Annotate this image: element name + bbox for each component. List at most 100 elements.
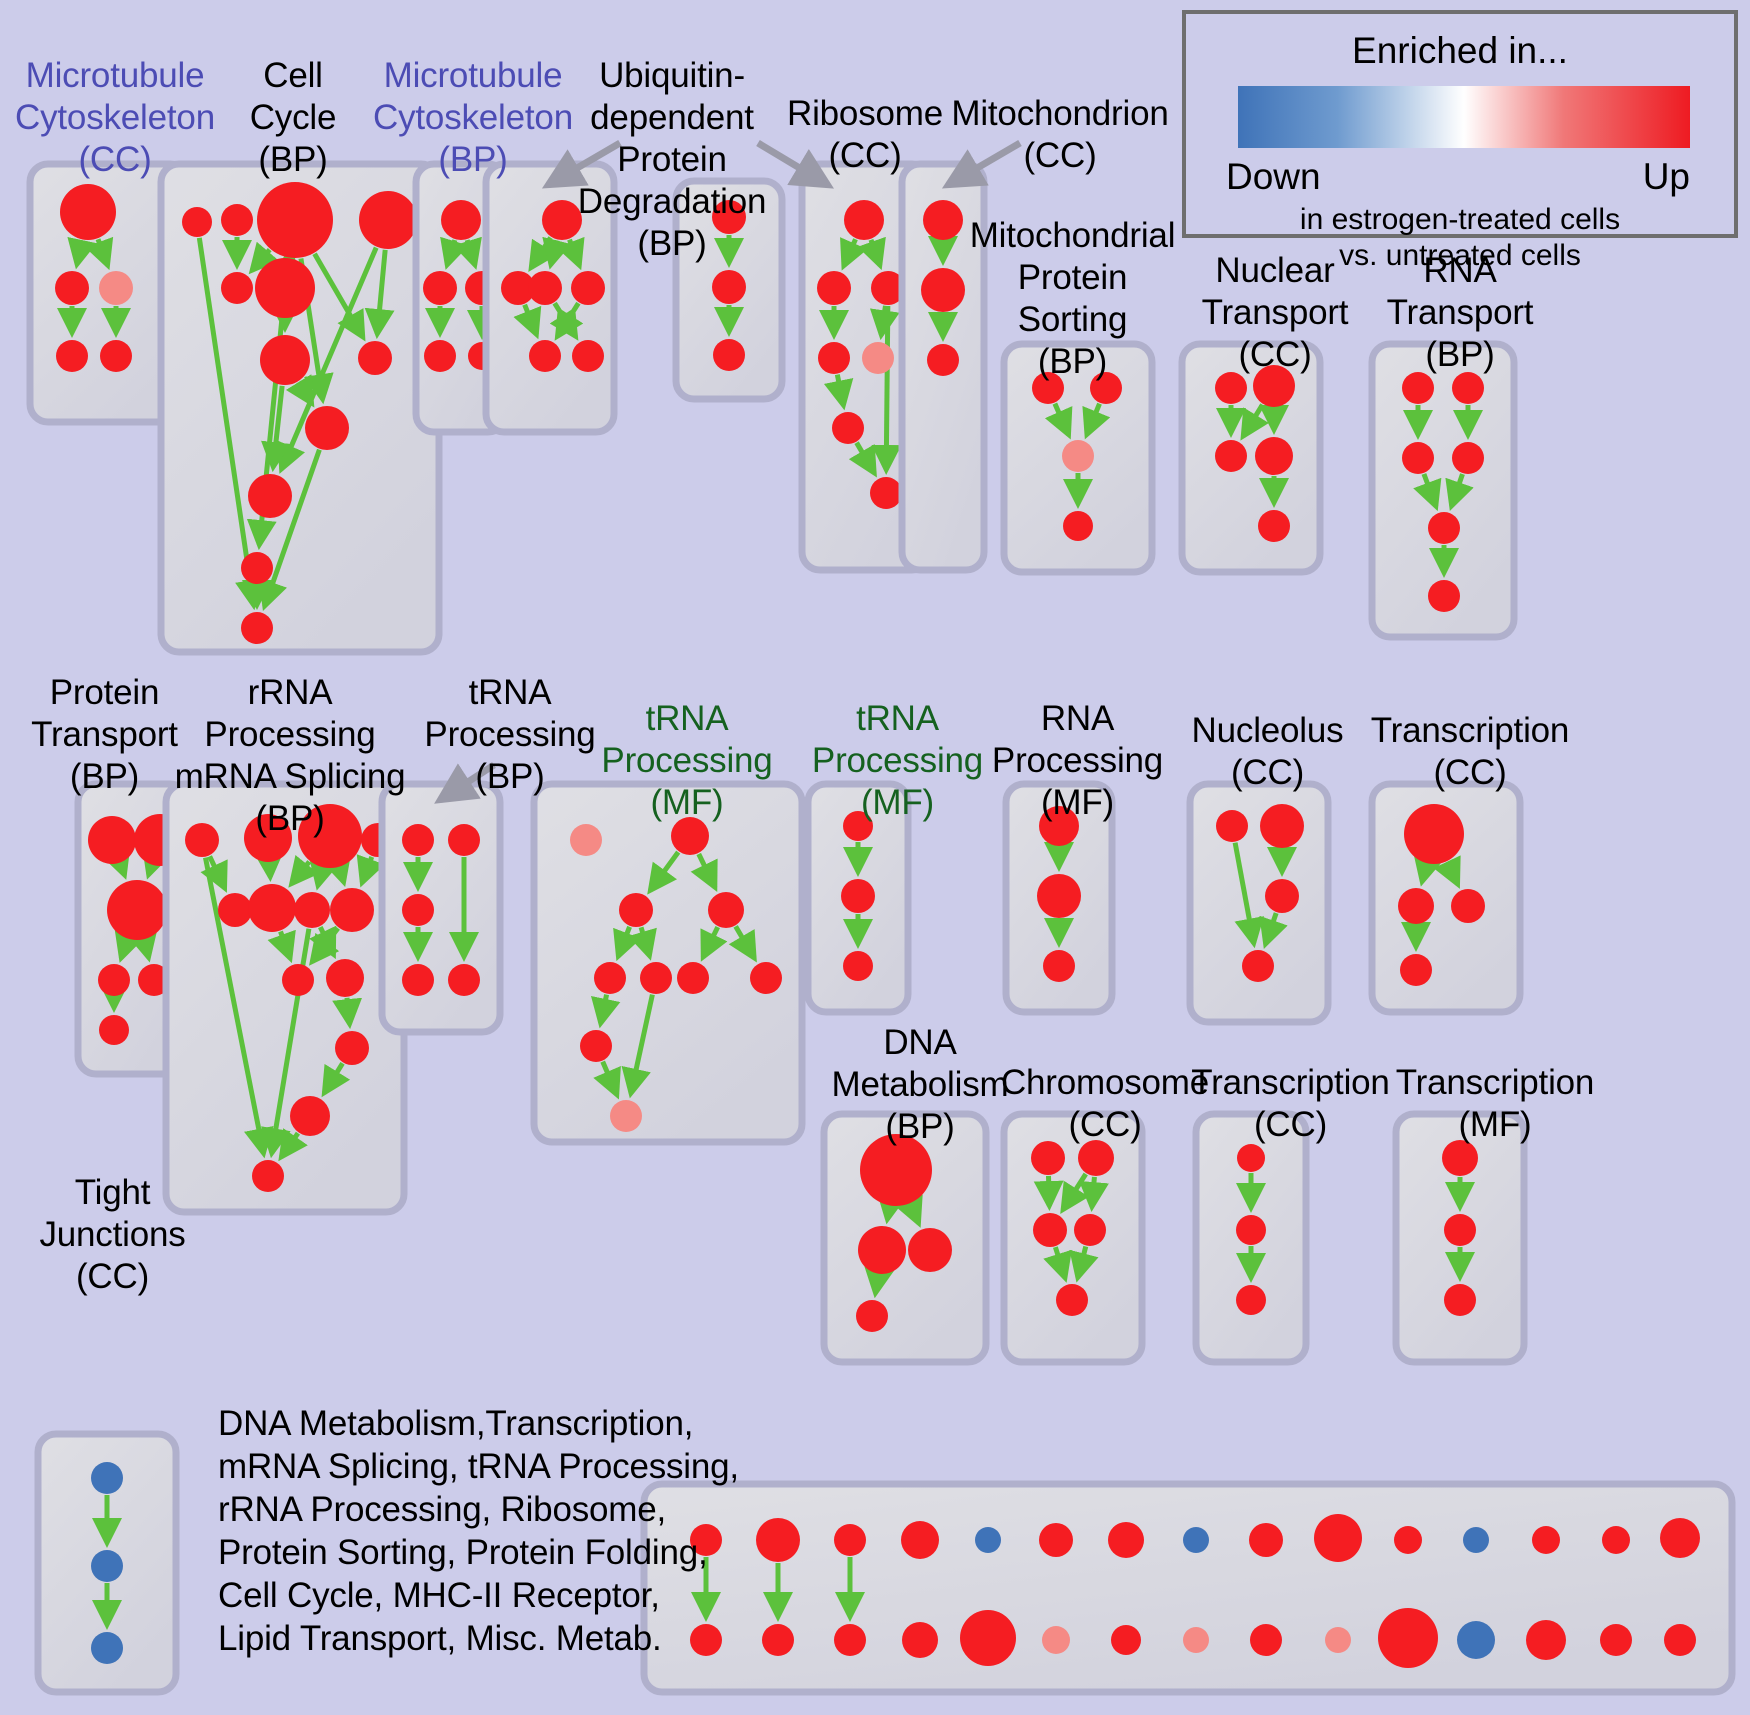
node[interactable] xyxy=(1183,1627,1209,1653)
node[interactable] xyxy=(750,962,782,994)
node[interactable] xyxy=(1032,372,1064,404)
node[interactable] xyxy=(571,271,605,305)
node[interactable] xyxy=(257,182,333,258)
node[interactable] xyxy=(402,824,434,856)
node[interactable] xyxy=(1398,888,1434,924)
node[interactable] xyxy=(294,892,330,928)
node[interactable] xyxy=(60,184,116,240)
node[interactable] xyxy=(1078,1140,1114,1176)
node[interactable] xyxy=(528,271,562,305)
node[interactable] xyxy=(572,340,604,372)
node[interactable] xyxy=(1402,372,1434,404)
node[interactable] xyxy=(185,823,219,857)
node[interactable] xyxy=(901,1521,939,1559)
node[interactable] xyxy=(252,1160,284,1192)
node[interactable] xyxy=(1457,1621,1495,1659)
node[interactable] xyxy=(255,258,315,318)
node[interactable] xyxy=(690,1524,722,1556)
node[interactable] xyxy=(1402,442,1434,474)
node[interactable] xyxy=(221,272,253,304)
node[interactable] xyxy=(138,964,170,996)
node[interactable] xyxy=(1111,1625,1141,1655)
node[interactable] xyxy=(1532,1526,1560,1554)
node[interactable] xyxy=(298,804,362,868)
node[interactable] xyxy=(1451,889,1485,923)
node[interactable] xyxy=(640,962,672,994)
node[interactable] xyxy=(960,1610,1016,1666)
node[interactable] xyxy=(844,200,884,240)
node[interactable] xyxy=(100,340,132,372)
node[interactable] xyxy=(1442,1140,1478,1176)
node[interactable] xyxy=(1265,879,1299,913)
node[interactable] xyxy=(975,1527,1001,1553)
node[interactable] xyxy=(1242,950,1274,982)
node[interactable] xyxy=(921,268,965,312)
node[interactable] xyxy=(542,200,582,240)
node[interactable] xyxy=(858,1226,906,1274)
node[interactable] xyxy=(260,335,310,385)
node[interactable] xyxy=(1260,804,1304,848)
node[interactable] xyxy=(182,207,212,237)
node[interactable] xyxy=(856,1300,888,1332)
node[interactable] xyxy=(91,1632,123,1664)
node[interactable] xyxy=(99,271,133,305)
node[interactable] xyxy=(1039,1523,1073,1557)
node[interactable] xyxy=(91,1550,123,1582)
node[interactable] xyxy=(448,824,480,856)
node[interactable] xyxy=(817,271,851,305)
node[interactable] xyxy=(690,1624,722,1656)
node[interactable] xyxy=(358,341,392,375)
node[interactable] xyxy=(1444,1284,1476,1316)
node[interactable] xyxy=(107,880,167,940)
node[interactable] xyxy=(927,344,959,376)
node[interactable] xyxy=(1108,1522,1144,1558)
node[interactable] xyxy=(55,271,89,305)
node[interactable] xyxy=(1056,1284,1088,1316)
node[interactable] xyxy=(1526,1620,1566,1660)
node[interactable] xyxy=(1249,1523,1283,1557)
node[interactable] xyxy=(870,477,902,509)
node[interactable] xyxy=(529,340,561,372)
node[interactable] xyxy=(1660,1518,1700,1558)
node[interactable] xyxy=(1183,1527,1209,1553)
node[interactable] xyxy=(818,342,850,374)
node[interactable] xyxy=(594,962,626,994)
node[interactable] xyxy=(448,964,480,996)
node[interactable] xyxy=(1215,372,1247,404)
node[interactable] xyxy=(1042,1626,1070,1654)
node[interactable] xyxy=(1452,442,1484,474)
node[interactable] xyxy=(834,1524,866,1556)
node[interactable] xyxy=(221,204,253,236)
node[interactable] xyxy=(860,1134,932,1206)
node[interactable] xyxy=(305,406,349,450)
node[interactable] xyxy=(923,200,963,240)
node[interactable] xyxy=(1216,810,1248,842)
node[interactable] xyxy=(862,342,894,374)
node[interactable] xyxy=(241,552,273,584)
node[interactable] xyxy=(98,964,130,996)
node[interactable] xyxy=(290,1096,330,1136)
node[interactable] xyxy=(580,1030,612,1062)
node[interactable] xyxy=(1039,806,1079,846)
node[interactable] xyxy=(424,340,456,372)
node[interactable] xyxy=(99,1015,129,1045)
node[interactable] xyxy=(841,879,875,913)
node[interactable] xyxy=(1250,1624,1282,1656)
node[interactable] xyxy=(1236,1285,1266,1315)
node[interactable] xyxy=(708,892,744,928)
node[interactable] xyxy=(1043,950,1075,982)
node[interactable] xyxy=(1258,510,1290,542)
node[interactable] xyxy=(1428,512,1460,544)
node[interactable] xyxy=(712,200,746,234)
node[interactable] xyxy=(501,271,535,305)
node[interactable] xyxy=(843,811,873,841)
node[interactable] xyxy=(241,612,273,644)
node[interactable] xyxy=(330,888,374,932)
node[interactable] xyxy=(423,271,457,305)
node[interactable] xyxy=(1325,1627,1351,1653)
node[interactable] xyxy=(762,1624,794,1656)
node[interactable] xyxy=(834,1624,866,1656)
node[interactable] xyxy=(1452,372,1484,404)
node[interactable] xyxy=(1428,580,1460,612)
node[interactable] xyxy=(248,884,296,932)
